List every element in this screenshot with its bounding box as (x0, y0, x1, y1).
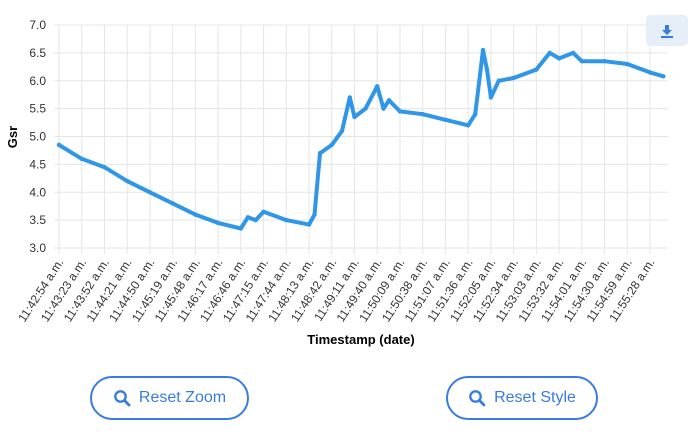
y-tick-label: 6.5 (29, 46, 46, 60)
download-button[interactable] (646, 15, 688, 46)
data-point (547, 50, 552, 56)
y-tick-label: 3.0 (29, 241, 46, 255)
data-point (488, 95, 494, 100)
y-axis-title: Gsr (5, 126, 20, 148)
data-point (420, 112, 425, 117)
search-icon (114, 390, 131, 407)
y-tick-label: 4.5 (29, 157, 46, 171)
y-tick-label: 4.0 (29, 185, 46, 199)
data-point (329, 142, 334, 148)
data-point (511, 75, 516, 81)
data-point (534, 67, 539, 72)
data-point (124, 178, 130, 184)
reset-zoom-button[interactable]: Reset Zoom (90, 376, 249, 420)
data-point (496, 78, 501, 83)
y-tick-label: 7.0 (29, 18, 46, 32)
data-point (102, 164, 107, 170)
data-point (245, 215, 251, 220)
data-point (465, 123, 471, 128)
data-point (625, 61, 630, 67)
data-point (253, 217, 258, 223)
y-tick-label: 6.0 (29, 74, 46, 88)
y-tick-label: 5.5 (29, 102, 46, 116)
data-point (484, 67, 490, 72)
data-point (443, 117, 448, 122)
data-point (570, 50, 576, 56)
data-point (312, 212, 317, 217)
data-point (397, 109, 403, 114)
data-point (238, 226, 244, 231)
data-point (556, 56, 562, 61)
data-point (215, 220, 221, 226)
data-point (386, 98, 392, 103)
reset-style-label: Reset Style (494, 389, 576, 406)
search-icon (469, 390, 486, 407)
y-tick-label: 3.5 (29, 213, 46, 227)
x-axis-title: Timestamp (date) (307, 332, 414, 347)
reset-style-button[interactable]: Reset Style (446, 376, 598, 420)
data-point (306, 222, 312, 227)
data-point (56, 142, 62, 148)
data-point (473, 112, 478, 117)
data-point (602, 59, 607, 64)
data-point (375, 84, 380, 89)
data-point (79, 156, 84, 161)
y-tick-label: 5.0 (29, 130, 46, 144)
data-point (480, 47, 486, 53)
data-point (647, 70, 653, 75)
x-axis-ticks: 11:42:54 a.m.11:43:23 a.m.11:43:52 a.m.1… (15, 256, 657, 324)
data-point (347, 95, 352, 100)
data-point (339, 128, 345, 134)
data-point (363, 106, 368, 111)
grid (54, 24, 668, 254)
data-point (261, 209, 266, 214)
data-point (147, 190, 153, 195)
data-point (317, 151, 323, 156)
data-point (381, 106, 386, 111)
data-point (193, 212, 198, 217)
reset-zoom-label: Reset Zoom (138, 389, 227, 406)
y-axis-ticks: 3.0 3.5 4.0 4.5 5.0 5.5 6.0 6.5 7.0 (29, 18, 46, 255)
download-icon (661, 24, 673, 38)
data-point (579, 59, 585, 64)
data-point (352, 114, 357, 120)
data-point (284, 217, 289, 223)
data-point (661, 74, 666, 79)
data-point (170, 201, 175, 206)
series-gsr (56, 47, 666, 231)
